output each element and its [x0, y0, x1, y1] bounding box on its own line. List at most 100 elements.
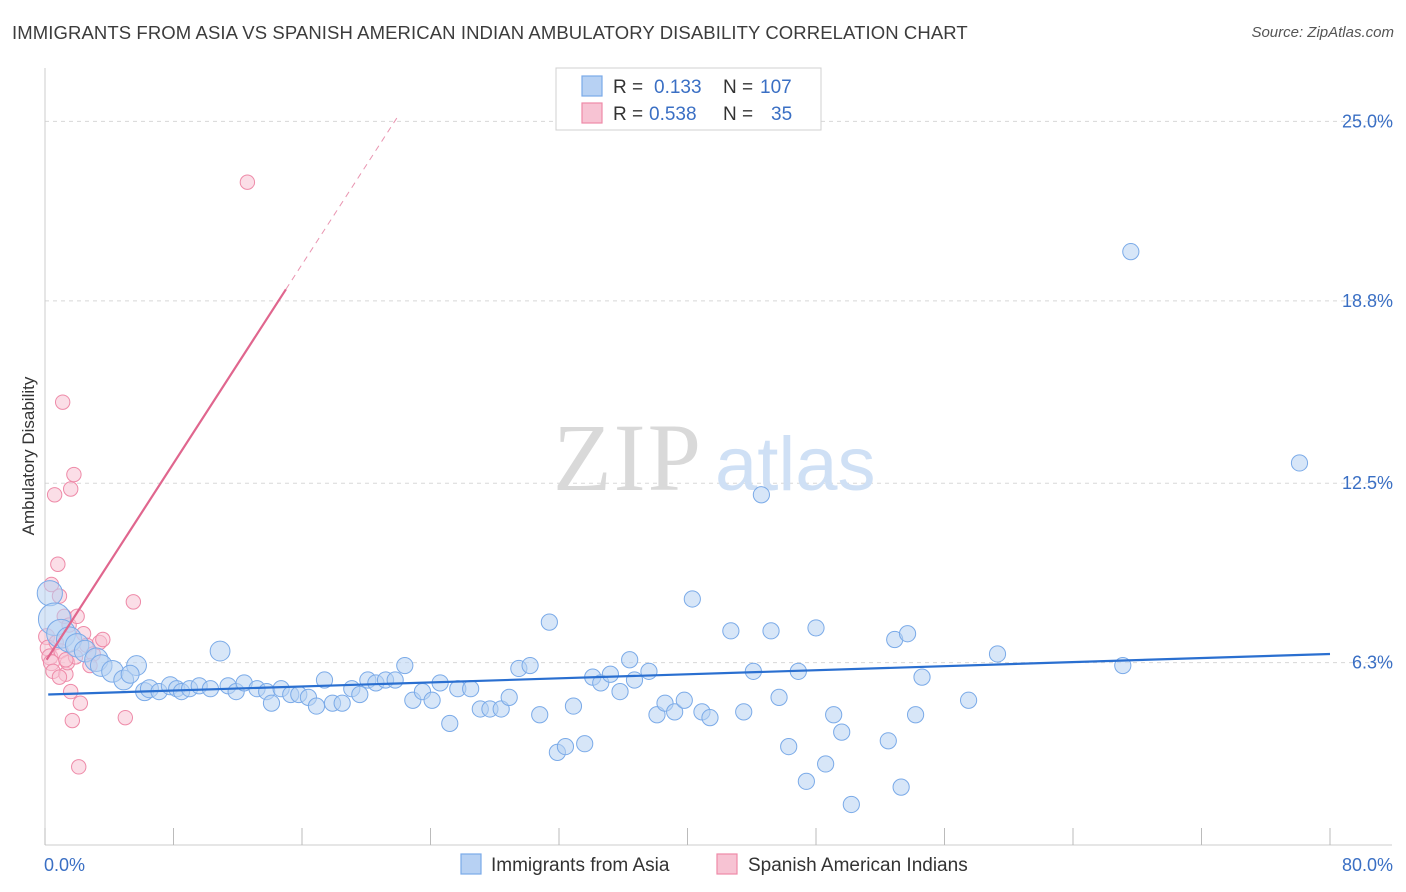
point-asia-49 [462, 680, 480, 698]
point-asia-21 [209, 640, 231, 662]
point-asia-57 [540, 613, 558, 631]
legend-n-label-1: N = [723, 77, 753, 98]
point-spanish-18 [64, 712, 81, 729]
x-tick-label-1: 80.0% [1342, 855, 1393, 875]
point-asia-77 [735, 703, 753, 721]
point-asia-45 [423, 691, 441, 709]
point-asia-67 [625, 671, 644, 689]
point-asia-41 [386, 671, 404, 689]
watermark-zip: ZIP [553, 404, 703, 511]
watermark: ZIP atlas [553, 404, 876, 511]
point-asia-93 [898, 625, 917, 643]
bottom-legend-label-asia: Immigrants from Asia [491, 855, 670, 876]
legend-swatch-pink [581, 102, 603, 124]
point-spanish-11 [54, 394, 71, 410]
point-asia-89 [842, 795, 860, 814]
y-axis-title: Ambulatory Disability [19, 376, 38, 535]
point-spanish-28 [95, 631, 111, 648]
point-asia-27 [262, 694, 281, 712]
point-spanish-29 [117, 709, 134, 726]
y-tick-label-3: 25.0% [1342, 111, 1393, 131]
point-asia-35 [333, 694, 351, 712]
point-spanish-32 [58, 652, 74, 668]
axes [44, 68, 1392, 846]
point-spanish-19 [66, 466, 82, 483]
point-spanish-30 [125, 594, 142, 610]
series-legend: Immigrants from Asia Spanish American In… [460, 853, 968, 876]
point-spanish-22 [71, 759, 87, 775]
x-tick-label-0: 0.0% [44, 855, 85, 875]
point-asia-0 [36, 580, 63, 607]
point-asia-32 [307, 697, 326, 715]
watermark-atlas: atlas [715, 422, 876, 507]
point-asia-42 [396, 656, 414, 675]
point-asia-55 [521, 656, 539, 675]
point-asia-92 [892, 778, 910, 796]
point-asia-75 [701, 709, 719, 727]
point-spanish-33 [51, 669, 68, 685]
bottom-legend-label-spanish: Spanish American Indians [748, 855, 968, 876]
series-immigrants-from-asia [36, 243, 1309, 814]
point-asia-84 [797, 772, 815, 790]
point-asia-94 [906, 706, 925, 724]
point-asia-96 [959, 691, 978, 709]
point-asia-65 [611, 683, 629, 701]
y-tick-label-1: 12.5% [1342, 473, 1393, 493]
legend-r-label-1: R = [613, 77, 643, 98]
point-spanish-6 [46, 487, 63, 503]
point-asia-73 [683, 590, 701, 608]
x-tick-labels: 0.0% 80.0% [44, 855, 1393, 875]
y-tick-labels: 6.3% 12.5% 18.8% 25.0% [1342, 111, 1393, 672]
point-asia-81 [770, 688, 788, 706]
chart-title: IMMIGRANTS FROM ASIA VS SPANISH AMERICAN… [12, 22, 968, 43]
point-asia-95 [913, 668, 931, 686]
point-asia-79 [752, 486, 770, 504]
trend-line-asia [48, 652, 1331, 696]
point-asia-47 [441, 714, 459, 733]
point-asia-99 [1122, 243, 1140, 261]
point-asia-97 [988, 645, 1007, 663]
legend-n-value-2: 35 [771, 104, 792, 125]
point-asia-71 [666, 703, 684, 721]
point-asia-87 [825, 706, 843, 724]
trend-line-spanish-extension [285, 115, 399, 290]
trend-line-spanish [45, 288, 287, 661]
point-asia-37 [351, 685, 369, 704]
y-tick-label-0: 6.3% [1352, 653, 1393, 673]
point-spanish-17 [62, 683, 79, 700]
point-asia-85 [807, 619, 825, 637]
grid-lines [45, 120, 1392, 664]
point-asia-53 [500, 688, 518, 706]
source-credit: Source: ZipAtlas.com [1251, 24, 1394, 41]
point-asia-90 [879, 732, 897, 750]
legend-n-label-2: N = [723, 104, 753, 125]
point-asia-100 [1290, 454, 1309, 472]
point-asia-88 [833, 723, 851, 741]
point-asia-68 [640, 662, 658, 680]
trend-lines [45, 115, 1331, 696]
y-tick-label-2: 18.8% [1342, 291, 1393, 311]
bottom-legend-swatch-blue [460, 853, 482, 875]
point-spanish-31 [239, 174, 256, 190]
point-asia-60 [564, 697, 583, 715]
point-asia-64 [601, 665, 620, 683]
legend-r-value-1: 0.133 [654, 77, 702, 98]
point-spanish-23 [72, 695, 89, 711]
correlation-legend: R = 0.133 N = 107 R = 0.538 N = 35 [555, 67, 822, 131]
point-asia-76 [722, 622, 740, 640]
point-asia-61 [576, 735, 594, 753]
point-asia-72 [675, 691, 693, 709]
bottom-legend-swatch-pink [716, 853, 738, 875]
point-asia-80 [762, 622, 780, 640]
point-spanish-8 [50, 556, 66, 572]
legend-r-label-2: R = [613, 104, 643, 125]
point-asia-33 [315, 671, 334, 689]
point-asia-59 [556, 737, 575, 756]
legend-n-value-1: 107 [760, 77, 792, 98]
point-asia-82 [780, 737, 798, 756]
point-asia-56 [531, 706, 549, 724]
point-asia-86 [817, 755, 835, 773]
legend-r-value-2: 0.538 [649, 104, 697, 125]
point-asia-11 [120, 664, 140, 684]
